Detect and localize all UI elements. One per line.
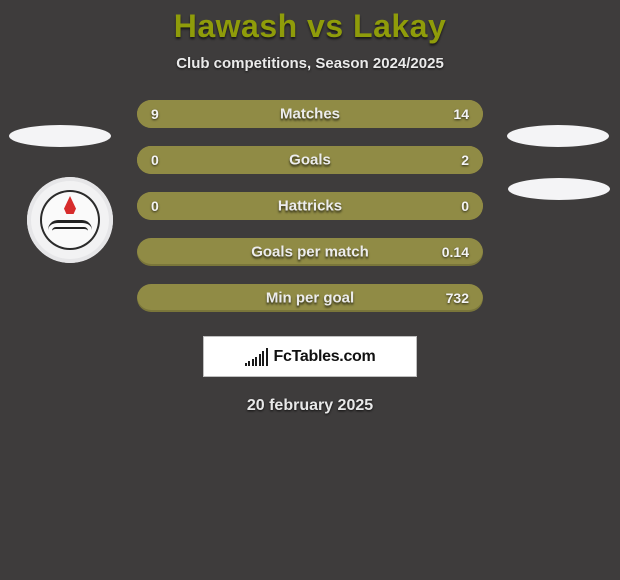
logo-script-icon (48, 220, 92, 234)
stat-label: Hattricks (278, 198, 342, 215)
team-logo-inner (40, 190, 100, 250)
stat-value-left: 0 (151, 198, 159, 214)
logo-drop-icon (64, 196, 76, 214)
stat-value-right: 0 (461, 198, 469, 214)
stat-label: Goals (289, 152, 331, 169)
page-title: Hawash vs Lakay (0, 8, 620, 45)
brand-bars-icon (245, 348, 268, 366)
brand-box[interactable]: FcTables.com (203, 336, 417, 377)
stat-value-right: 14 (453, 106, 469, 122)
decor-ellipse-right-mid (508, 178, 610, 200)
stat-row: 9 14 Matches (137, 100, 483, 128)
page-subtitle: Club competitions, Season 2024/2025 (0, 55, 620, 72)
stat-row: 0 0 Hattricks (137, 192, 483, 220)
stat-value-right: 0.14 (442, 244, 469, 260)
stat-row: 0.14 Goals per match (137, 238, 483, 266)
stat-value-left: 9 (151, 106, 159, 122)
decor-ellipse-right-top (507, 125, 609, 147)
stat-value-left: 0 (151, 152, 159, 168)
decor-ellipse-left (9, 125, 111, 147)
footer-date: 20 february 2025 (0, 397, 620, 415)
brand-text: FcTables.com (274, 348, 376, 366)
stat-row: 0 2 Goals (137, 146, 483, 174)
stat-row: 732 Min per goal (137, 284, 483, 312)
stat-label: Goals per match (251, 244, 369, 261)
stat-value-right: 2 (461, 152, 469, 168)
team-logo-left (27, 177, 113, 263)
stat-value-right: 732 (446, 290, 469, 306)
stat-label: Min per goal (266, 290, 354, 307)
stat-label: Matches (280, 106, 340, 123)
